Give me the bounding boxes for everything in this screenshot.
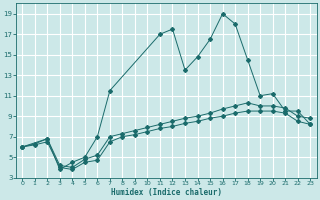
X-axis label: Humidex (Indice chaleur): Humidex (Indice chaleur): [111, 188, 222, 197]
